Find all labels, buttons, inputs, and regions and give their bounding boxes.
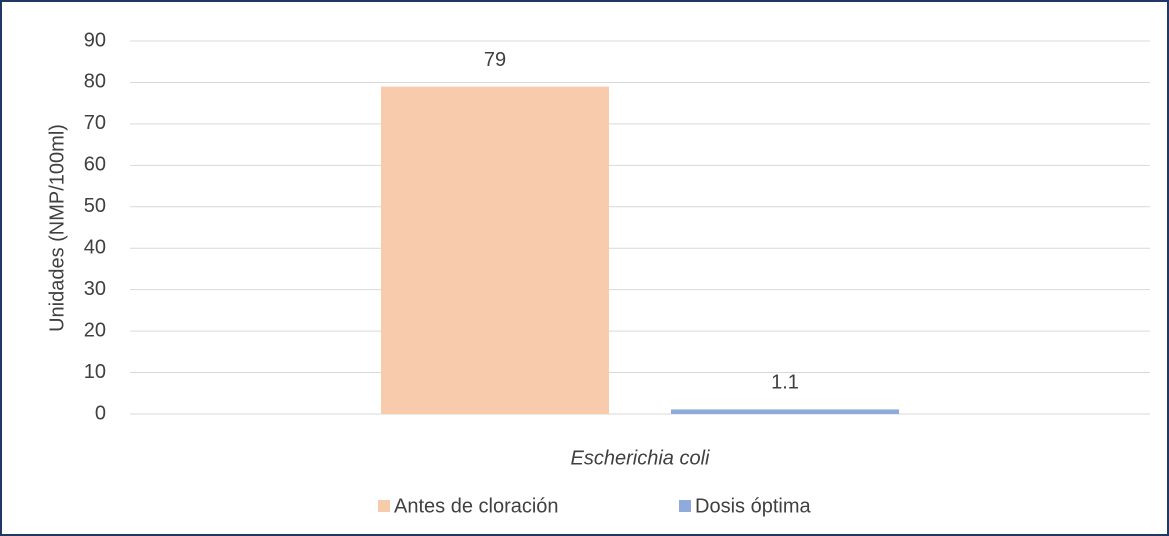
data-label: 79 — [484, 49, 506, 71]
x-tick-label: Escherichia coli — [571, 447, 711, 469]
bar — [381, 86, 609, 414]
y-tick-label: 40 — [84, 237, 106, 259]
y-tick-label: 70 — [84, 112, 106, 134]
y-axis-label: Unidades (NMP/100ml) — [46, 124, 68, 332]
legend-label: Dosis óptima — [695, 495, 811, 517]
y-tick-label: 10 — [84, 361, 106, 383]
y-tick-label: 50 — [84, 195, 106, 217]
bar — [671, 409, 899, 414]
legend-swatch — [378, 500, 390, 512]
y-tick-label: 20 — [84, 319, 106, 341]
data-label: 1.1 — [771, 372, 799, 394]
y-tick-label: 90 — [84, 29, 106, 51]
legend-swatch — [679, 500, 691, 512]
y-tick-label: 60 — [84, 154, 106, 176]
legend-label: Antes de cloración — [394, 495, 559, 517]
y-tick-label: 80 — [84, 71, 106, 93]
y-tick-label: 0 — [95, 402, 106, 424]
y-tick-label: 30 — [84, 278, 106, 300]
